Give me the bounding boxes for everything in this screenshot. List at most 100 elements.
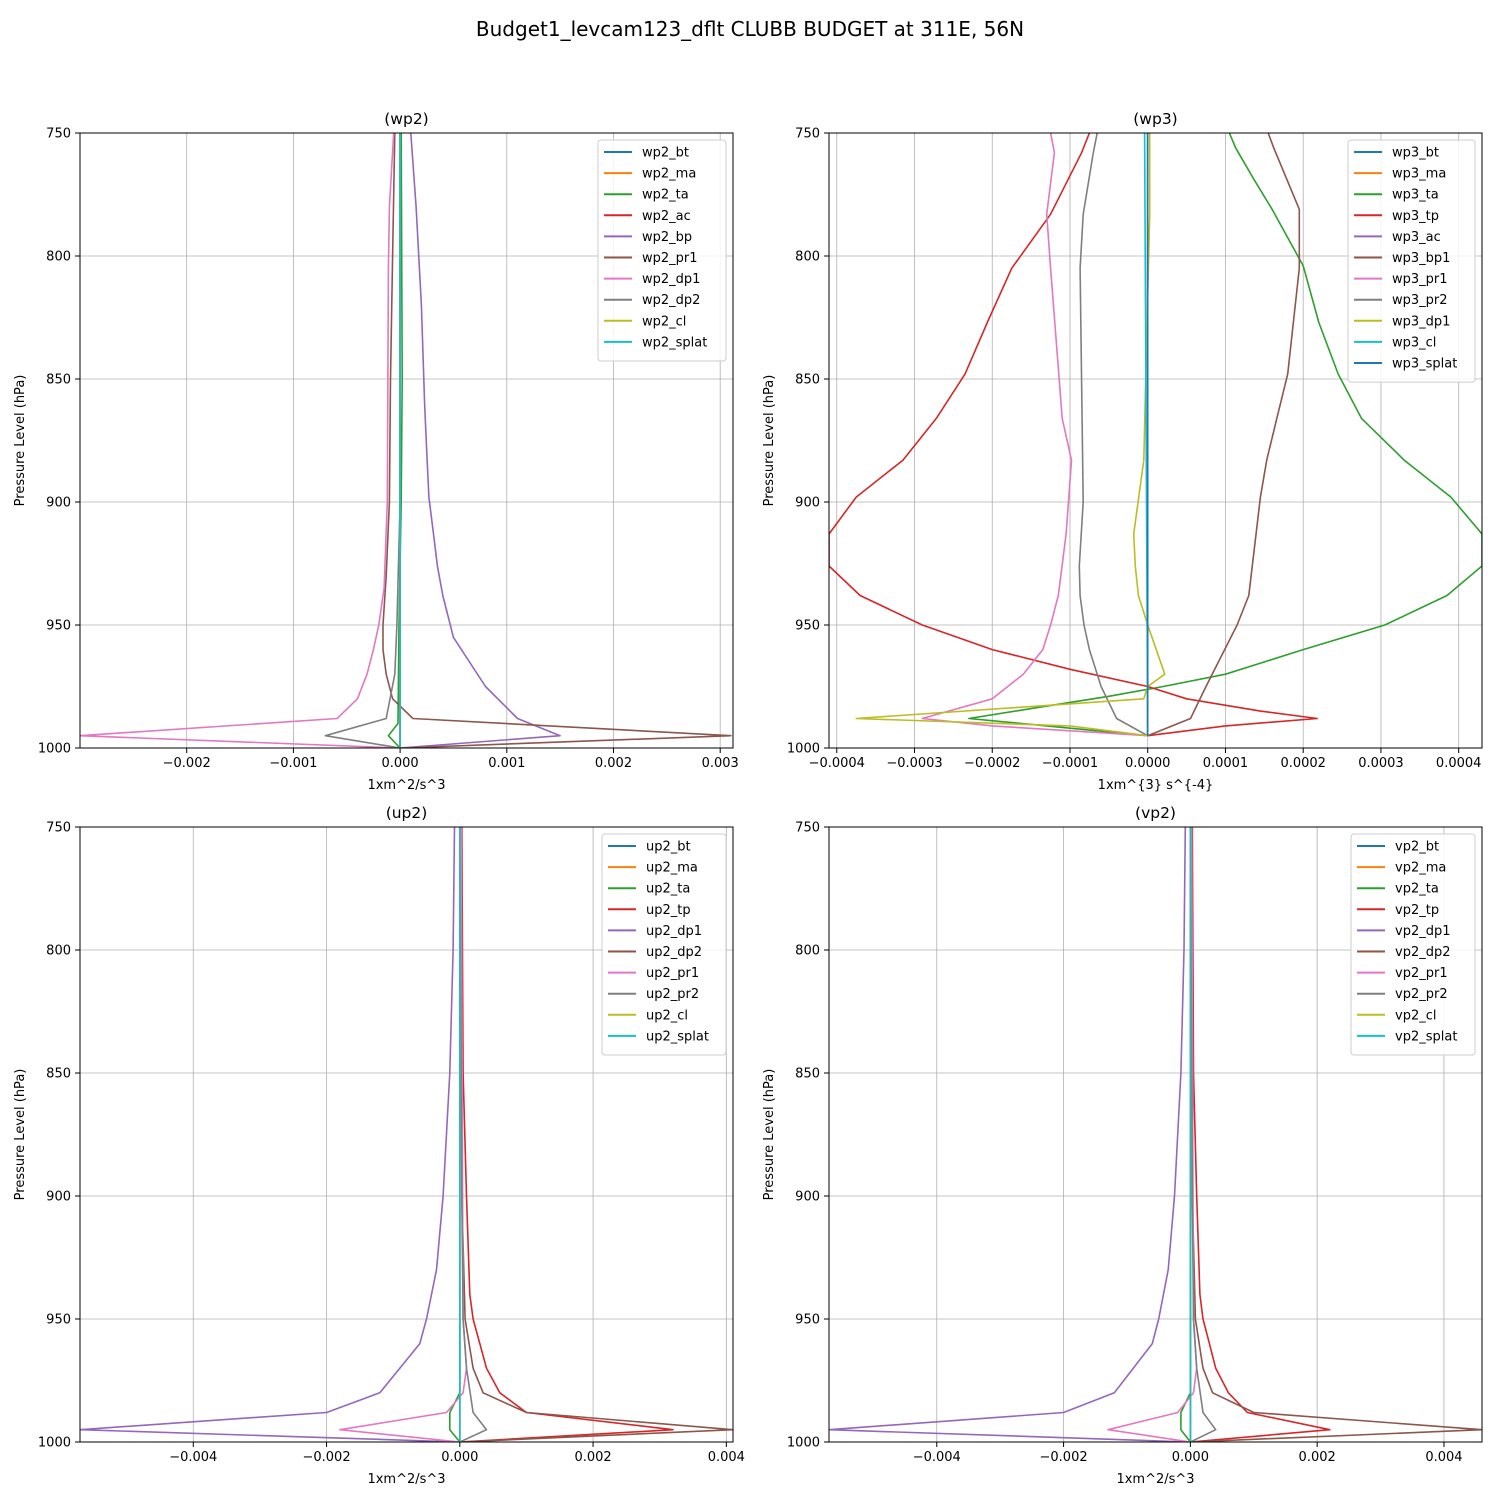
series-line-wp3_tp (829, 133, 1318, 737)
legend-label: up2_ma (646, 861, 698, 876)
legend-label: wp3_splat (1392, 357, 1457, 372)
panel-title: (up2) (386, 804, 428, 822)
panel-title: (wp2) (384, 110, 428, 128)
legend-label: vp2_ta (1395, 882, 1439, 897)
y-tick-label: 950 (795, 1313, 820, 1328)
series-line-wp2_ta (387, 133, 404, 748)
legend-label: wp3_pr1 (1392, 272, 1448, 287)
y-tick-label: 850 (795, 1067, 820, 1082)
y-axis-label: Pressure Level (hPa) (762, 1069, 777, 1201)
series-line-vp2_tp (1190, 827, 1331, 1442)
x-axis-label: 1xm^2/s^3 (367, 1472, 445, 1487)
y-tick-label: 850 (46, 373, 71, 388)
chart-panel-2: −0.004 −0.002 0.000 0.002 0.004 750 800 850 900 9… (13, 804, 745, 1487)
y-tick-label: 1000 (787, 742, 820, 757)
x-tick-label: 0.0003 (1358, 756, 1404, 771)
figure-title: Budget1_levcam123_dflt CLUBB BUDGET at 3… (476, 17, 1024, 41)
y-tick-label: 750 (46, 127, 71, 142)
y-tick-label: 1000 (38, 742, 71, 757)
legend-label: vp2_tp (1395, 903, 1439, 918)
y-tick-label: 750 (46, 821, 71, 836)
series-line-wp3_bp1 (1147, 133, 1301, 737)
chart-panel-1: −0.0004 −0.0003 −0.0002 −0.0001 0.0000 0.0001… (762, 110, 1483, 793)
legend-label: up2_pr2 (646, 987, 699, 1002)
x-axis-label: 1xm^2/s^3 (367, 778, 445, 793)
x-tick-label: −0.002 (1040, 1450, 1088, 1465)
legend-label: up2_bt (646, 840, 691, 855)
legend: vp2_bt vp2_ma vp2_ta vp2_tp vp2_dp1 vp2_dp2vp… (1350, 833, 1476, 1056)
legend-label: wp2_dp1 (642, 272, 700, 287)
x-tick-label: −0.002 (302, 1450, 350, 1465)
x-tick-label: 0.003 (702, 756, 739, 771)
series-line-vp2_pr2 (1189, 827, 1217, 1442)
y-axis-label: Pressure Level (hPa) (13, 375, 28, 507)
series-line-wp2_bp (400, 133, 561, 748)
x-tick-label: −0.0002 (964, 756, 1020, 771)
series-line-up2_tp (459, 827, 674, 1442)
legend-label: wp2_ac (642, 209, 691, 224)
y-tick-label: 850 (46, 1067, 71, 1082)
series-group (829, 133, 1482, 737)
legend-label: wp3_cl (1392, 335, 1436, 350)
legend-label: up2_pr1 (646, 966, 699, 981)
legend: wp2_bt wp2_ma wp2_ta wp2_ac wp2_bp wp2_pr1 wp2… (597, 139, 727, 362)
x-tick-label: −0.0004 (809, 756, 865, 771)
y-tick-label: 900 (795, 1190, 820, 1205)
legend-label: wp2_ma (642, 167, 696, 182)
x-tick-label: 0.000 (1172, 1450, 1209, 1465)
legend-label: up2_ta (646, 882, 690, 897)
x-tick-label: 0.002 (595, 756, 632, 771)
y-tick-label: 800 (46, 944, 71, 959)
legend-label: vp2_pr2 (1395, 987, 1448, 1002)
legend-label: up2_splat (646, 1029, 709, 1044)
y-tick-label: 900 (795, 496, 820, 511)
x-axis-label: 1xm^2/s^3 (1116, 1472, 1194, 1487)
legend-label: wp3_ma (1392, 167, 1446, 182)
series-line-wp3_pr2 (1078, 133, 1149, 737)
axes-frame (79, 826, 734, 1443)
series-line-wp2_dp1 (80, 133, 401, 748)
y-tick-label: 1000 (38, 1436, 71, 1451)
y-tick-label: 750 (795, 821, 820, 836)
legend-label: wp2_cl (642, 314, 686, 329)
legend-label: up2_cl (646, 1008, 688, 1023)
legend-label: wp2_ta (642, 188, 689, 203)
legend-label: vp2_splat (1395, 1029, 1457, 1044)
legend-label: wp2_pr1 (642, 251, 698, 266)
chart-panel-0: −0.002 −0.001 0.000 0.001 0.002 0.003 750 800 85… (13, 110, 739, 793)
legend-label: wp3_pr2 (1392, 293, 1448, 308)
series-group (80, 133, 732, 748)
x-tick-label: −0.0001 (1042, 756, 1098, 771)
y-tick-label: 800 (795, 250, 820, 265)
x-tick-label: 0.0002 (1280, 756, 1326, 771)
axes-frame (828, 132, 1483, 749)
y-tick-label: 950 (46, 619, 71, 634)
x-tick-label: 0.0001 (1203, 756, 1249, 771)
series-group (80, 827, 733, 1442)
x-tick-label: −0.004 (913, 1450, 961, 1465)
legend-label: wp3_ac (1392, 230, 1441, 245)
series-line-wp3_ta (968, 133, 1482, 737)
legend-label: wp3_tp (1392, 209, 1439, 224)
panel-title: (wp3) (1133, 110, 1177, 128)
x-tick-label: 0.004 (1425, 1450, 1462, 1465)
legend-label: wp2_bt (642, 146, 689, 161)
x-tick-label: 0.002 (574, 1450, 611, 1465)
y-tick-label: 950 (795, 619, 820, 634)
legend-label: wp3_bt (1392, 146, 1439, 161)
y-tick-label: 1000 (787, 1436, 820, 1451)
legend-label: wp3_bp1 (1392, 251, 1450, 266)
legend-label: vp2_dp1 (1395, 924, 1451, 939)
y-tick-label: 900 (46, 1190, 71, 1205)
y-tick-label: 750 (795, 127, 820, 142)
x-tick-label: 0.0000 (1125, 756, 1171, 771)
series-line-wp2_pr1 (382, 133, 732, 748)
legend-label: wp2_splat (642, 335, 707, 350)
legend-label: up2_tp (646, 903, 691, 918)
y-tick-label: 850 (795, 373, 820, 388)
legend-label: wp2_bp (642, 230, 692, 245)
legend-label: vp2_bt (1395, 840, 1439, 855)
legend-label: up2_dp1 (646, 924, 702, 939)
y-tick-label: 800 (795, 944, 820, 959)
